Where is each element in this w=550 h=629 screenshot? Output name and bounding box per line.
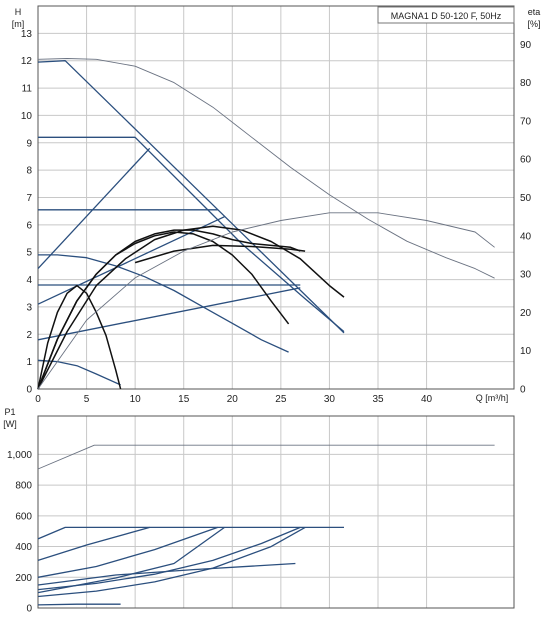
upper-y2-tick-label: 80 [520,78,532,89]
lower-series-line-0 [37,444,495,470]
upper-x-tick-label: 35 [372,394,384,405]
upper-x-axis-label: Q [m³/h] [476,393,509,403]
upper-y-tick-label: 0 [26,385,32,396]
lower-y-tick-label: 400 [15,542,32,553]
upper-plot-frame [37,5,515,390]
lower-series [37,444,495,606]
lower-y-axis-label-line1: P1 [4,407,15,417]
upper-y-tick-label: 4 [26,275,32,286]
upper-y2-axis-label-line2: [%] [527,19,540,29]
upper-y2-tick-label: 50 [520,193,532,204]
upper-y2-tick-label: 30 [520,270,532,281]
upper-series [37,58,495,390]
lower-series-line-4 [37,526,301,591]
lower-series-line-2 [37,526,150,562]
upper-series-line-9 [37,359,121,386]
chart-title: MAGNA1 D 50-120 F, 50Hz [391,11,502,21]
upper-y-tick-label: 5 [26,248,32,259]
lower-series-line-5 [37,526,306,598]
lower-y-axis-label-line2: [W] [3,419,17,429]
upper-series-line-13 [37,229,301,390]
upper-y-tick-label: 2 [26,330,32,341]
lower-series-line-8 [37,603,121,606]
upper-x-tick-label: 0 [35,394,41,405]
upper-series-line-14 [134,244,306,264]
lower-series-line-1 [37,526,344,540]
upper-y-tick-label: 1 [26,357,32,368]
lower-series-line-6 [37,562,296,586]
upper-grid [37,6,514,390]
upper-x-tick-label: 20 [227,394,239,405]
chart-title-box [377,6,515,24]
upper-y-axis-label-line1: H [15,7,22,17]
lower-series-line-7 [37,526,225,594]
upper-series-line-10 [37,284,122,390]
lower-chart: 0 200 400 600 800 1,000 P1 [W] [3,407,515,615]
upper-series-line-2 [38,136,345,333]
upper-y-tick-label: 13 [21,29,33,40]
upper-series-line-0 [37,58,495,279]
upper-y-tick-label: 8 [26,166,32,177]
upper-y2-tick-label: 90 [520,40,532,51]
upper-tick-labels: 0 5 10 15 20 25 30 35 40012345678910111213010203… [21,29,532,405]
upper-y-tick-label: 11 [22,84,33,95]
upper-y-tick-label: 12 [21,56,33,67]
upper-series-line-6 [37,216,225,305]
upper-y-tick-label: 10 [21,111,33,122]
upper-y-axis-label-line2: [m] [12,19,25,29]
lower-y-tick-label: 1,000 [7,450,32,461]
lower-y-tick-label: 0 [26,604,32,615]
upper-series-line-8 [38,254,289,353]
lower-series-line-3 [37,526,218,578]
upper-y2-axis-label-line1: eta [528,7,541,17]
upper-x-tick-label: 25 [275,394,287,405]
lower-y-tick-label: 600 [15,511,32,522]
upper-y2-tick-label: 20 [520,308,532,319]
upper-y2-tick-label: 70 [520,116,532,127]
upper-x-tick-label: 40 [421,394,433,405]
upper-y2-tick-label: 0 [520,385,526,396]
upper-series-line-1 [37,60,345,334]
upper-chart: 0 5 10 15 20 25 30 35 40012345678910111213010203… [12,5,541,405]
lower-plot-frame [37,415,515,609]
upper-x-tick-label: 30 [324,394,336,405]
upper-y-tick-label: 6 [26,220,32,231]
upper-x-tick-label: 5 [84,394,90,405]
upper-y2-tick-label: 60 [520,155,532,166]
upper-y-tick-label: 3 [26,302,32,313]
upper-series-line-12 [37,225,345,390]
upper-y-tick-label: 7 [26,193,32,204]
upper-series-line-7 [37,287,301,341]
upper-series-line-15 [37,212,495,390]
upper-y2-tick-label: 40 [520,231,532,242]
lower-y-tick-label: 800 [15,481,32,492]
lower-tick-labels: 0 200 400 600 800 1,000 [7,450,32,615]
upper-y2-tick-label: 10 [520,346,532,357]
upper-x-tick-label: 15 [178,394,190,405]
lower-y-tick-label: 200 [15,573,32,584]
upper-x-tick-label: 10 [130,394,142,405]
upper-series-line-5 [37,147,151,270]
upper-y-tick-label: 9 [26,138,32,149]
